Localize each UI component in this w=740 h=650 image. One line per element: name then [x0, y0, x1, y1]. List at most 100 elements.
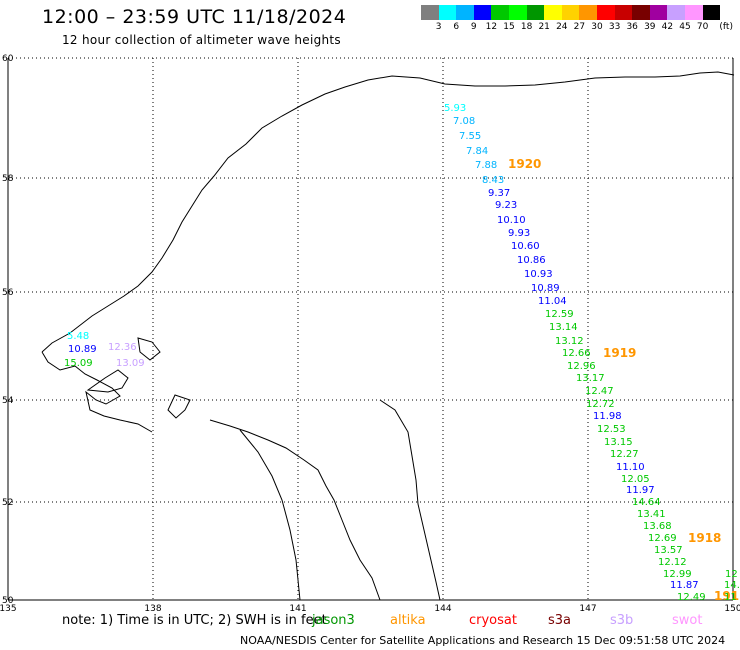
- coastline-north: [41, 71, 735, 353]
- color-swatch: [667, 5, 685, 20]
- legend-item-s3a: s3a: [548, 613, 572, 628]
- footer-note: note: 1) Time is in UTC; 2) SWH is in fe…: [62, 613, 327, 628]
- legend-item-s3b: s3b: [610, 613, 634, 628]
- color-scale-label: 27: [573, 22, 586, 32]
- swh-values: 5.93 7.08 7.55 7.84 7.88 8.43 9.379.23 10.10 9.9…: [64, 103, 740, 603]
- swh-value: 12.69: [648, 533, 677, 544]
- swh-value: 11: [724, 592, 737, 603]
- swh-value: 13.14: [549, 322, 578, 333]
- swh-value: 7.55: [459, 131, 481, 142]
- swh-value: 12.36: [108, 342, 137, 353]
- color-swatch: [473, 5, 492, 20]
- swh-value: 12.47: [585, 386, 614, 397]
- swh-value: 12.05: [621, 474, 650, 485]
- coastline: [41, 71, 735, 601]
- swh-value: 13.68: [643, 521, 672, 532]
- longitude-label: 144: [434, 604, 451, 614]
- pass-label: 1920: [508, 157, 541, 171]
- pass-labels: 1920 1919 1918 191: [508, 157, 739, 603]
- color-swatch: [579, 5, 597, 20]
- pass-label: 1919: [603, 346, 636, 360]
- longitude-label: 138: [144, 604, 161, 614]
- swh-value: 13.15: [604, 437, 633, 448]
- color-swatch: [508, 5, 527, 20]
- swh-value: 12.12: [658, 557, 687, 568]
- swh-value: 11.87: [670, 580, 699, 591]
- swh-value: 7.08: [453, 116, 475, 127]
- color-swatch: [649, 5, 668, 20]
- swh-value: 13.09: [116, 358, 145, 369]
- coastline-sakhalin: [167, 394, 191, 419]
- legend-item-jason3: jason3: [312, 613, 355, 628]
- color-swatch: [491, 5, 509, 20]
- swh-value: 11.10: [616, 462, 645, 473]
- coastline-kamchatka-west: [41, 351, 153, 433]
- swh-value: 10.60: [511, 241, 540, 252]
- swh-value: 13.12: [555, 336, 584, 347]
- longitude-label: 135: [0, 604, 17, 614]
- swh-value: 11.04: [538, 296, 567, 307]
- coastline-inner: [239, 429, 301, 601]
- swh-value: 10.89: [68, 344, 97, 355]
- swh-value: 10.93: [524, 269, 553, 280]
- color-swatch: [684, 5, 703, 20]
- coastline-island-a: [86, 369, 129, 393]
- swh-value: 14.64: [632, 497, 661, 508]
- swh-value: 15.09: [64, 358, 93, 369]
- legend-item-altika: altika: [390, 613, 426, 628]
- color-scale-label: 3: [435, 22, 442, 32]
- swh-value: 9.37: [488, 188, 510, 199]
- swh-value: 10.89: [531, 283, 560, 294]
- swh-value: 9.93: [508, 228, 530, 239]
- legend-item-swot: swot: [672, 613, 703, 628]
- color-scale-label: 9: [470, 22, 477, 32]
- pass-label: 1918: [688, 531, 721, 545]
- color-scale-label: 39: [644, 22, 656, 32]
- swh-value: 12.27: [610, 449, 639, 460]
- latitude-label: 54: [2, 396, 14, 406]
- color-swatch: [614, 5, 633, 20]
- color-scale-label: 21: [538, 22, 550, 32]
- longitude-label: 141: [289, 604, 306, 614]
- coastline-island-b: [137, 337, 161, 361]
- swh-value: 7.88: [475, 160, 497, 171]
- lat-lon-grid: 135 138 141 144 147 150 60 58 56 54 52 50: [0, 54, 740, 614]
- pass-label: 191: [714, 589, 739, 603]
- latitude-label: 60: [2, 54, 14, 64]
- swh-value: 11.98: [593, 411, 622, 422]
- swh-value: 12.66: [562, 348, 591, 359]
- color-scale-bar: [421, 5, 721, 21]
- swh-value: 13.57: [654, 545, 683, 556]
- coastline-coast-south: [209, 419, 381, 601]
- color-scale-label: 30: [591, 22, 603, 32]
- color-swatch: [596, 5, 615, 20]
- swh-value: 8.43: [482, 175, 504, 186]
- color-scale-label: 18: [520, 22, 533, 32]
- swh-value: 5.48: [67, 331, 89, 342]
- swh-value: 11.97: [626, 485, 655, 496]
- swh-value: 9.23: [495, 200, 517, 211]
- color-swatch: [561, 5, 580, 20]
- color-scale-label: 12: [485, 22, 498, 32]
- color-swatch: [456, 5, 474, 20]
- color-swatch: [544, 5, 562, 20]
- credit-line: NOAA/NESDIS Center for Satellite Applica…: [240, 634, 726, 647]
- page-title: 12:00 – 23:59 UTC 11/18/2024: [42, 6, 347, 28]
- latitude-label: 52: [2, 498, 13, 508]
- coastline-mainland: [379, 399, 441, 601]
- swh-value: 10.10: [497, 215, 526, 226]
- swh-value: 12.96: [567, 361, 596, 372]
- swh-value: 13.17: [576, 373, 605, 384]
- color-scale-label: 42: [661, 22, 674, 32]
- page-subtitle: 12 hour collection of altimeter wave hei…: [62, 33, 341, 47]
- color-swatch: [438, 5, 457, 20]
- latitude-label: 58: [2, 174, 14, 184]
- latitude-label: 56: [2, 288, 14, 298]
- swh-value: 7.84: [466, 146, 488, 157]
- swh-value: 12.49: [677, 592, 706, 603]
- swh-value: 14.: [724, 580, 740, 591]
- swh-value: 12.59: [545, 309, 574, 320]
- swh-value: 12.53: [597, 424, 626, 435]
- swh-value: 10.86: [517, 255, 546, 266]
